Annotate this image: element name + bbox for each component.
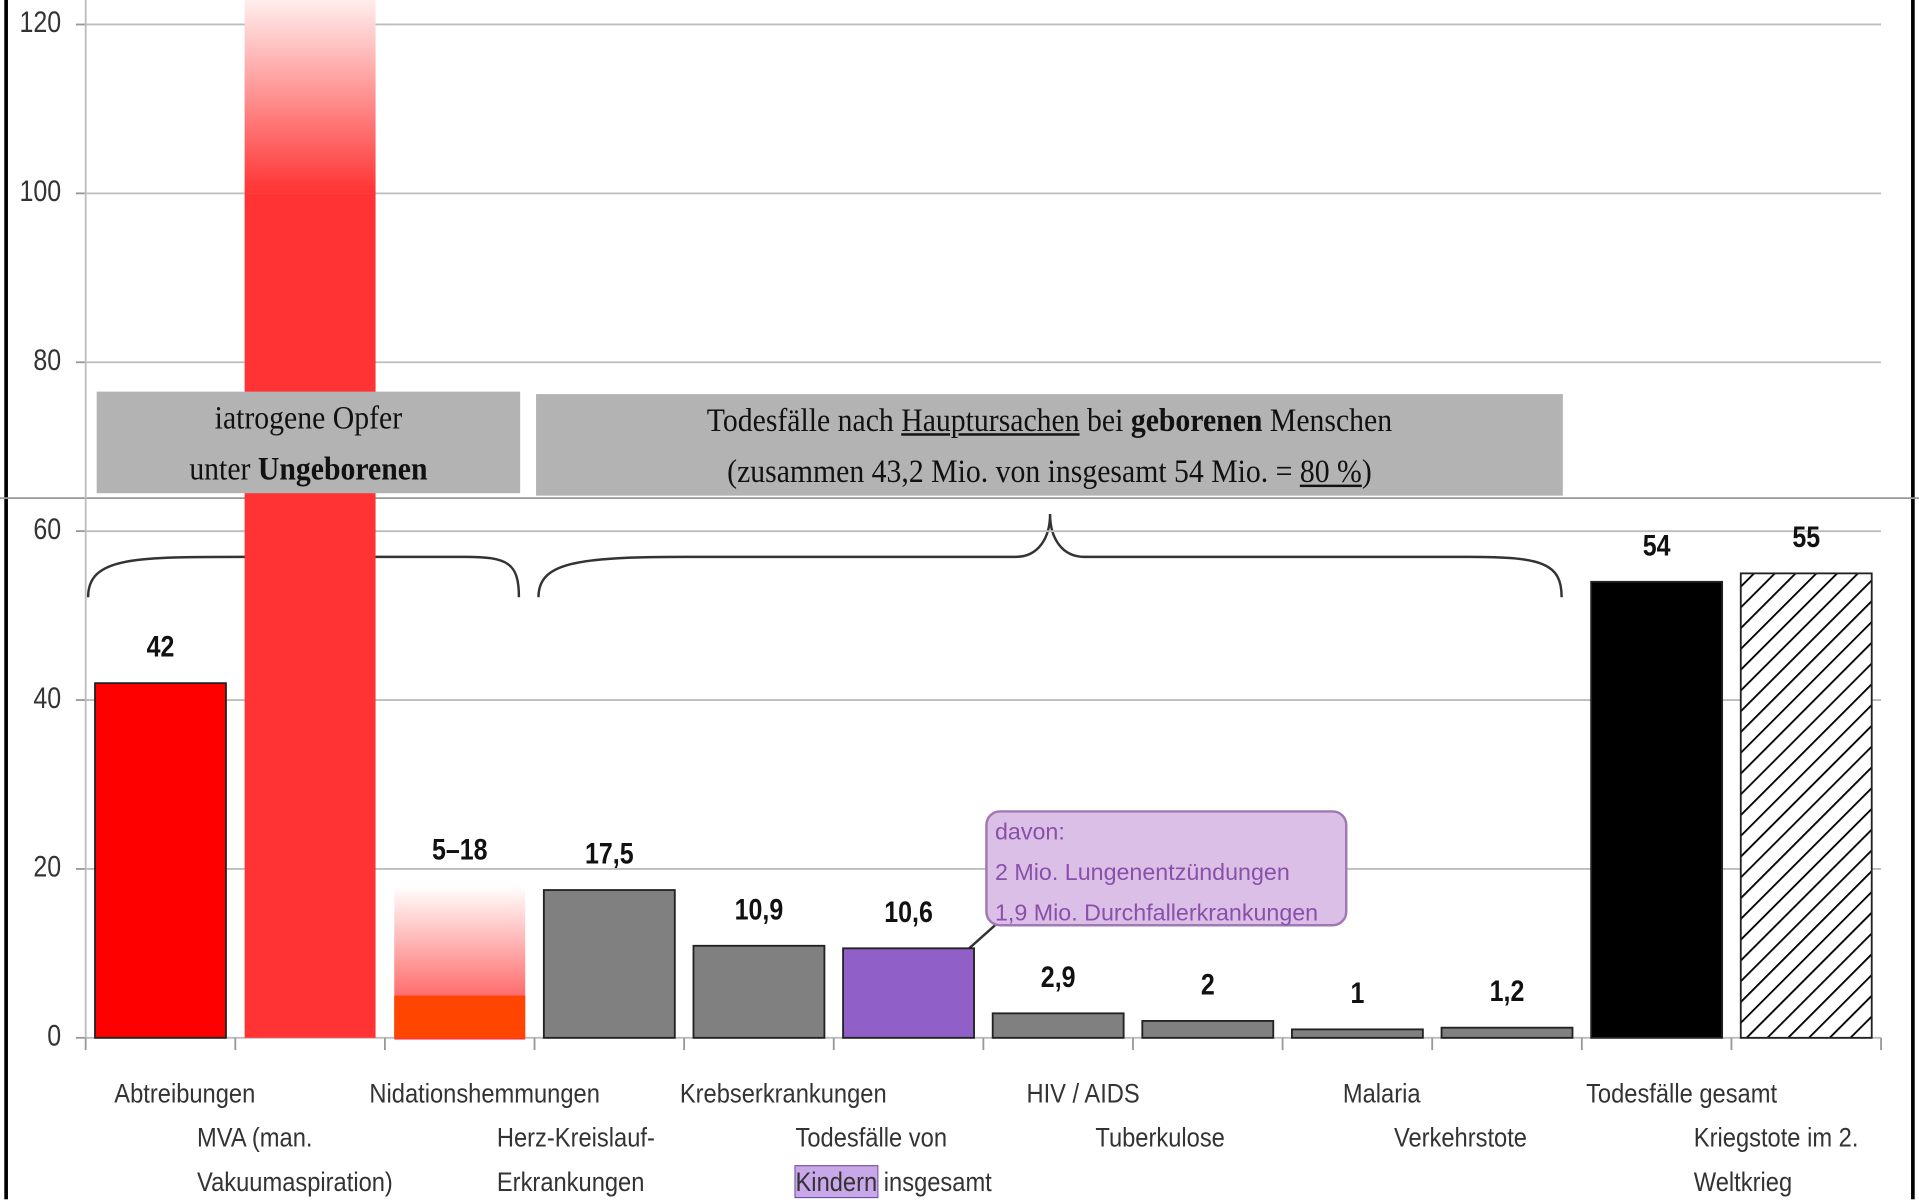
bar (1291, 1028, 1424, 1039)
value-label: 55 (1792, 520, 1820, 553)
x-tick-label: Todesfälle von Kindern insgesamt (794, 1122, 993, 1199)
bar (542, 889, 676, 1039)
x-tick-label: Abtreibungen (114, 1078, 256, 1109)
annotation-text: unter (189, 450, 258, 488)
y-tick-label: 60 (33, 512, 61, 545)
x-tick-label: Tuberkulose (1095, 1122, 1225, 1153)
bar (991, 1012, 1125, 1039)
x-tick-label: HIV / AIDS (1026, 1078, 1140, 1109)
value-label: 17,5 (585, 837, 634, 870)
range-fade (244, 0, 376, 194)
x-tick-label: MVA (man. Vakuumaspiration) (197, 1122, 394, 1197)
y-tick-label: 100 (20, 174, 62, 207)
annotation-line: iatrogene Opfer (118, 392, 499, 443)
bar (1590, 580, 1724, 1039)
value-label: 10,6 (884, 895, 933, 928)
y-tick-label: 0 (47, 1019, 61, 1052)
annotation-text: (zusammen 43,2 Mio. von insgesamt 54 Mio… (727, 452, 1300, 490)
x-tick-label: Krebserkrankungen (680, 1078, 887, 1109)
x-tick-label: Herz-Kreislauf-Erkrankungen (496, 1122, 655, 1197)
brace (537, 514, 1563, 598)
callout: davon: 2 Mio. Lungenentzündungen 1,9 Mio. … (985, 810, 1348, 927)
value-label: 54 (1643, 528, 1672, 561)
bar (842, 947, 975, 1039)
x-tick-label: Nidationshemmungen (368, 1078, 600, 1109)
annotation-text: ) (1361, 452, 1372, 490)
value-label: 10,9 (735, 892, 784, 925)
x-tick-label: Kriegstote im 2. Weltkrieg (1693, 1122, 1859, 1197)
x-tick-label: Todesfälle gesamt (1585, 1078, 1777, 1109)
bar (1739, 572, 1873, 1039)
bar (692, 944, 826, 1039)
value-label: 2,9 (1041, 960, 1076, 993)
y-tick-label: 40 (33, 681, 61, 714)
annotation-text: bei (1079, 401, 1131, 439)
bar (244, 193, 376, 1038)
annotation-line: (zusammen 43,2 Mio. von insgesamt 54 Mio… (587, 445, 1511, 496)
annotation-text: geborenen (1130, 401, 1263, 439)
annotation-box: Todesfälle nach Hauptursachen bei gebore… (536, 394, 1563, 496)
annotation-text: Todesfälle nach (706, 401, 902, 439)
annotation-text: 80 % (1299, 452, 1362, 490)
annotation-text: Ungeborenen (257, 450, 428, 488)
x-tick-label: Verkehrstote (1394, 1122, 1528, 1153)
value-label: 42 (147, 630, 175, 663)
callout-line: 2 Mio. Lungenentzündungen (994, 860, 1290, 887)
callout-line: davon: (994, 819, 1065, 846)
bar (94, 682, 227, 1039)
value-label: 2 (1201, 967, 1215, 1000)
bar (394, 995, 526, 1038)
annotation-box: iatrogene Opfer unter Ungeborenen (96, 391, 521, 494)
annotation-text: Menschen (1262, 401, 1393, 439)
y-tick-label: 80 (33, 343, 61, 376)
y-tick-label: 120 (20, 5, 62, 38)
annotation-text: iatrogene Opfer (214, 398, 403, 436)
bar (1440, 1026, 1574, 1039)
value-label: 1,2 (1490, 974, 1525, 1007)
x-tick-label: Malaria (1343, 1078, 1421, 1109)
callout-line: 1,9 Mio. Durchfallerkrankungen (994, 900, 1319, 927)
annotation-line: unter Ungeborenen (118, 443, 499, 494)
value-label: 5–18 (432, 832, 488, 865)
annotation-text: Hauptursachen (901, 401, 1080, 439)
y-tick-label: 20 (33, 850, 61, 883)
annotation-line: Todesfälle nach Hauptursachen bei gebore… (587, 394, 1511, 445)
value-label: 1 (1350, 976, 1364, 1009)
bar (1141, 1020, 1275, 1039)
